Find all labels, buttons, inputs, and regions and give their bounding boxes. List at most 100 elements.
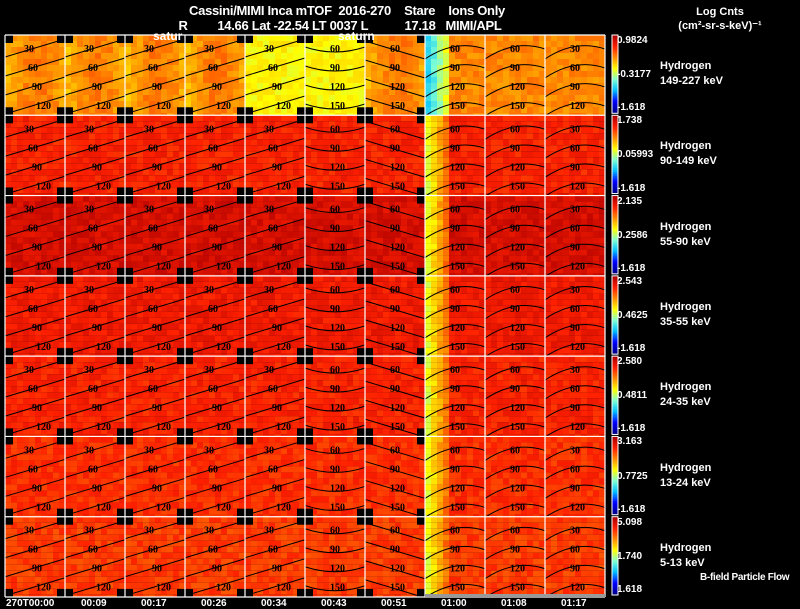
- heatmap-cell: [515, 181, 521, 188]
- heatmap-cell: [359, 201, 365, 208]
- heatmap-cell: [371, 243, 377, 250]
- heatmap-cell: [281, 113, 287, 116]
- heatmap-cell: [329, 83, 335, 89]
- panel-corner-mask: [57, 107, 65, 116]
- heatmap-cell: [119, 261, 125, 268]
- heatmap-cell: [47, 293, 53, 300]
- heatmap-cell: [11, 101, 17, 107]
- contour-label: 120: [216, 262, 231, 273]
- heatmap-cell: [227, 53, 233, 59]
- heatmap-cell: [569, 47, 575, 53]
- heatmap-cell: [239, 127, 245, 134]
- heatmap-cell: [407, 213, 413, 220]
- heatmap-cell: [455, 77, 461, 83]
- heatmap-cell: [221, 293, 227, 300]
- heatmap-cell: [557, 59, 563, 65]
- heatmap-cell: [449, 145, 455, 152]
- heatmap-cell: [245, 181, 251, 188]
- heatmap-cell: [119, 145, 125, 152]
- heatmap-cell: [329, 101, 335, 107]
- heatmap-cell: [197, 281, 203, 288]
- heatmap-cell: [167, 89, 173, 95]
- heatmap-cell: [365, 145, 371, 152]
- heatmap-cell: [335, 65, 341, 71]
- contour-line: [124, 256, 186, 276]
- heatmap-cell: [209, 181, 215, 188]
- heatmap-cell: [203, 293, 209, 300]
- heatmap-cell: [275, 133, 281, 140]
- heatmap-cell: [551, 95, 557, 101]
- heatmap-cell: [161, 59, 167, 65]
- heatmap-cell: [317, 139, 323, 146]
- heatmap-cell: [287, 113, 293, 116]
- heatmap-cell: [581, 207, 587, 214]
- heatmap-cell: [185, 169, 191, 176]
- heatmap-cell: [581, 145, 587, 152]
- heatmap-cell: [101, 231, 107, 238]
- heatmap-cell: [413, 47, 419, 53]
- heatmap-cell: [551, 133, 557, 140]
- heatmap-cell: [113, 243, 119, 250]
- heatmap-cell: [413, 281, 419, 288]
- heatmap-cell: [527, 113, 533, 116]
- heatmap-cell: [509, 193, 515, 196]
- heatmap-cell: [473, 139, 479, 146]
- heatmap-cell: [281, 225, 287, 232]
- heatmap-cell: [197, 127, 203, 134]
- heatmap-cell: [251, 107, 257, 113]
- heatmap-cell: [113, 95, 119, 101]
- heatmap-cell: [131, 77, 137, 83]
- heatmap-cell: [359, 169, 365, 176]
- heatmap-cell: [65, 225, 71, 232]
- heatmap-cell: [107, 273, 113, 276]
- heatmap-cell: [287, 151, 293, 158]
- panel-corner-mask: [417, 107, 425, 116]
- heatmap-cell: [335, 77, 341, 83]
- heatmap-cell: [593, 207, 599, 214]
- heatmap-cell: [101, 121, 107, 128]
- heatmap-cell: [77, 293, 83, 300]
- heatmap-cell: [107, 71, 113, 77]
- heatmap-cell: [473, 231, 479, 238]
- contour-label: 90: [570, 243, 580, 254]
- heatmap-cell: [551, 201, 557, 208]
- heatmap-cell: [419, 71, 425, 77]
- heatmap-cell: [191, 273, 197, 276]
- heatmap-cell: [335, 193, 341, 196]
- heatmap-cell: [203, 101, 209, 107]
- heatmap-cell: [317, 47, 323, 53]
- heatmap-cell: [497, 151, 503, 158]
- heatmap-cell: [83, 133, 89, 140]
- heatmap-cell: [425, 187, 431, 194]
- heatmap-cell: [413, 107, 419, 113]
- heatmap-cell: [461, 169, 467, 176]
- heatmap-cell: [113, 121, 119, 128]
- heatmap-cell: [305, 65, 311, 71]
- heatmap-cell: [137, 255, 143, 262]
- heatmap-cell: [281, 47, 287, 53]
- heatmap-cell: [407, 35, 413, 41]
- heatmap-cell: [251, 193, 257, 196]
- heatmap-cell: [209, 133, 215, 140]
- contour-label: 60: [330, 124, 340, 135]
- heatmap-cell: [413, 139, 419, 146]
- heatmap-cell: [287, 53, 293, 59]
- heatmap-cell: [221, 181, 227, 188]
- heatmap-cell: [101, 237, 107, 244]
- heatmap-cell: [473, 255, 479, 262]
- heatmap-cell: [269, 89, 275, 95]
- heatmap-cell: [377, 201, 383, 208]
- heatmap-cell: [29, 157, 35, 164]
- heatmap-cell: [209, 139, 215, 146]
- heatmap-cell: [239, 77, 245, 83]
- heatmap-cell: [437, 77, 443, 83]
- heatmap-cell: [557, 275, 563, 282]
- heatmap-cell: [527, 101, 533, 107]
- heatmap-cell: [161, 95, 167, 101]
- heatmap-cell: [71, 95, 77, 101]
- heatmap-cell: [71, 83, 77, 89]
- panel-corner-mask: [297, 195, 305, 204]
- heatmap-cell: [221, 139, 227, 146]
- heatmap-cell: [263, 275, 269, 282]
- heatmap-cell: [341, 175, 347, 182]
